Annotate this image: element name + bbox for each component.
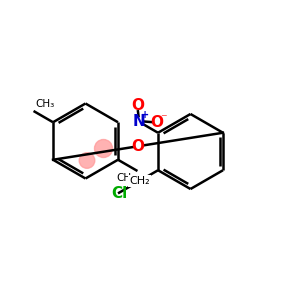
Text: CH₃: CH₃: [35, 99, 55, 109]
Circle shape: [79, 153, 95, 168]
Text: O: O: [131, 139, 145, 154]
Text: Cl: Cl: [111, 186, 128, 201]
Text: CH₂: CH₂: [129, 176, 150, 186]
Text: +: +: [141, 110, 149, 120]
Text: ⁻: ⁻: [160, 112, 167, 126]
Circle shape: [94, 140, 112, 158]
Text: N: N: [132, 114, 145, 129]
Text: O: O: [131, 98, 144, 113]
Text: O: O: [151, 115, 164, 130]
Text: CH₃: CH₃: [116, 173, 136, 183]
